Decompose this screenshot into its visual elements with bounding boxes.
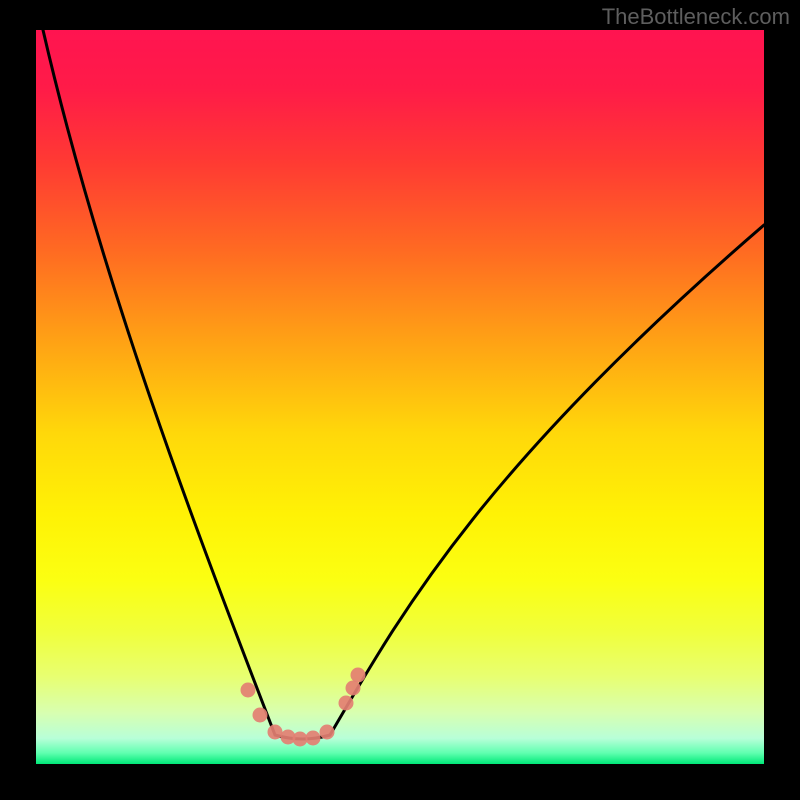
marker-point [268,725,283,740]
plot-background [36,30,764,764]
marker-point [293,732,308,747]
marker-point [241,683,256,698]
marker-point [351,668,366,683]
marker-point [320,725,335,740]
marker-point [253,708,268,723]
bottleneck-chart [0,0,800,800]
marker-point [339,696,354,711]
watermark-text: TheBottleneck.com [602,4,790,30]
marker-point [346,681,361,696]
marker-point [306,731,321,746]
